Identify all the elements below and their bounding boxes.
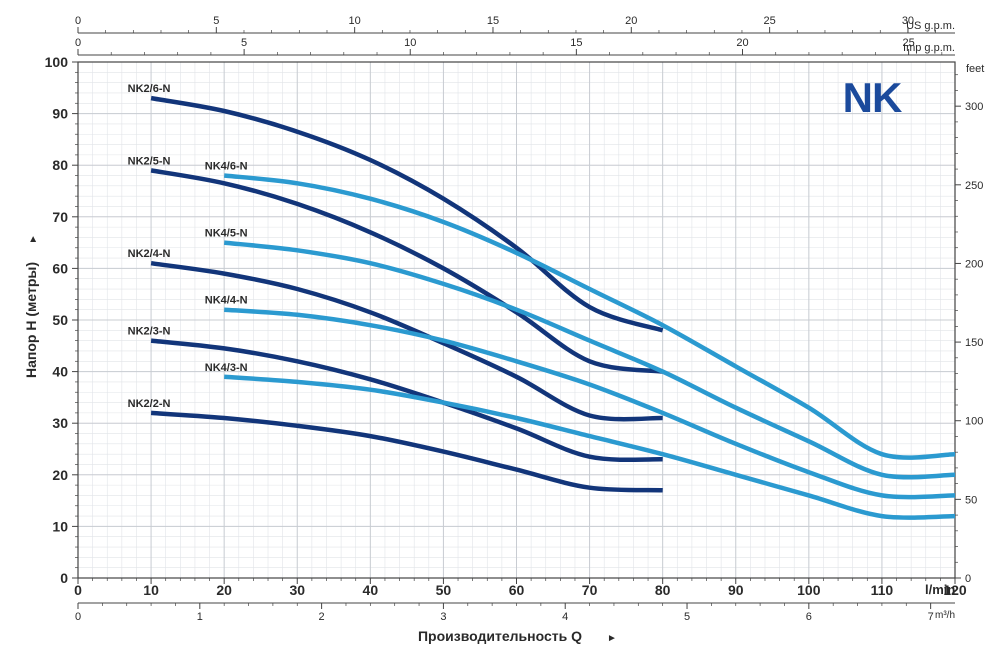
imp-gpm-tick-label: 25 bbox=[902, 37, 914, 49]
curve-label-nk2-4-n: NK2/4-N bbox=[128, 248, 171, 260]
pump-curves bbox=[150, 95, 956, 520]
x-tick-label: 120 bbox=[943, 582, 967, 598]
x-tick-label: 50 bbox=[436, 582, 452, 598]
y-tick-label: 30 bbox=[52, 415, 68, 431]
x-axis-arrow: ► bbox=[607, 633, 617, 644]
y-axis-arrow: ► bbox=[28, 234, 39, 244]
imp-gpm-tick-label: 10 bbox=[404, 37, 416, 49]
nk-logo: NK bbox=[843, 74, 902, 121]
us-gpm-tick-label: 30 bbox=[902, 15, 914, 27]
curve-nk4-4-n bbox=[224, 307, 956, 500]
m3h-unit-label: m³/h bbox=[935, 610, 955, 621]
y-tick-label: 70 bbox=[52, 209, 68, 225]
curve-nk2-6-n bbox=[150, 95, 664, 333]
x-tick-label: 100 bbox=[797, 582, 821, 598]
bottom-flow-axes: 0 1 2 3 4 5 6 7 bbox=[75, 602, 955, 623]
right-feet-axis: 0 50 100 150 200 250 300 bbox=[955, 74, 983, 585]
m3h-tick-label: 3 bbox=[440, 611, 446, 623]
x-tick-label: 0 bbox=[74, 582, 82, 598]
x-tick-label: 60 bbox=[509, 582, 525, 598]
curve-label-nk2-3-n: NK2/3-N bbox=[128, 326, 171, 338]
x-axis-title-text: Производительность Q bbox=[418, 628, 582, 644]
imp-gpm-tick-label: 15 bbox=[570, 37, 582, 49]
m3h-tick-label: 5 bbox=[684, 611, 690, 623]
y-tick-label: 10 bbox=[52, 518, 68, 534]
curve-label-nk4-3-n: NK4/3-N bbox=[205, 362, 248, 374]
x-tick-label: 70 bbox=[582, 582, 598, 598]
m3h-tick-label: 6 bbox=[806, 611, 812, 623]
y-tick-label: 60 bbox=[52, 260, 68, 276]
x-tick-label: 40 bbox=[363, 582, 379, 598]
curve-nk2-5-n bbox=[150, 168, 664, 374]
y-tick-label: 100 bbox=[45, 54, 69, 70]
feet-tick-label: 250 bbox=[965, 180, 983, 192]
top-imp-unit-label: Imp g.p.m. bbox=[903, 42, 955, 54]
curve-nk4-5-n bbox=[223, 240, 956, 480]
x-tick-label: 20 bbox=[216, 582, 232, 598]
feet-unit-label: feet bbox=[966, 63, 984, 75]
us-gpm-tick-label: 20 bbox=[625, 15, 637, 27]
curve-labels: NK2/6-N NK2/5-N NK2/4-N NK2/3-N NK2/2-N NK4/6… bbox=[128, 83, 248, 410]
y-tick-label: 20 bbox=[52, 467, 68, 483]
us-gpm-tick-label: 15 bbox=[487, 15, 499, 27]
curve-label-nk4-5-n: NK4/5-N bbox=[205, 228, 248, 240]
us-gpm-tick-label: 0 bbox=[75, 15, 81, 27]
y-axis-title: Напор H (метры) ► bbox=[23, 234, 39, 378]
grid-major bbox=[77, 61, 956, 579]
curve-label-nk4-6-n: NK4/6-N bbox=[205, 161, 248, 173]
imp-gpm-tick-label: 0 bbox=[75, 37, 81, 49]
curve-nk2-4-n bbox=[150, 260, 663, 422]
curve-label-nk2-6-n: NK2/6-N bbox=[128, 83, 171, 95]
m3h-tick-label: 7 bbox=[928, 611, 934, 623]
feet-tick-label: 300 bbox=[965, 101, 983, 113]
y-tick-label: 90 bbox=[52, 106, 68, 122]
x-tick-label: 110 bbox=[871, 582, 894, 598]
us-gpm-tick-label: 5 bbox=[213, 15, 219, 27]
y-tick-label: 50 bbox=[52, 312, 68, 328]
feet-tick-label: 150 bbox=[965, 337, 983, 349]
curve-label-nk2-5-n: NK2/5-N bbox=[128, 155, 171, 167]
us-gpm-tick-label: 10 bbox=[349, 15, 361, 27]
feet-tick-label: 100 bbox=[965, 416, 983, 428]
curve-label-nk2-2-n: NK2/2-N bbox=[128, 398, 171, 410]
y-tick-label: 0 bbox=[60, 570, 68, 586]
x-tick-label: 30 bbox=[289, 582, 305, 598]
axes: 0 10 20 30 40 50 60 70 80 90 100 0 10 20 30 40 50 60 70 80 9… bbox=[45, 54, 967, 598]
curve-nk2-2-n bbox=[150, 410, 663, 493]
x-axis-title: Производительность Q ► bbox=[418, 628, 617, 644]
lmin-unit-label: l/min bbox=[925, 582, 955, 597]
top-us-unit-label: US g.p.m. bbox=[906, 20, 955, 32]
curve-label-nk4-4-n: NK4/4-N bbox=[205, 295, 248, 307]
y-tick-label: 80 bbox=[52, 157, 68, 173]
x-tick-label: 90 bbox=[728, 582, 744, 598]
imp-gpm-tick-label: 20 bbox=[736, 37, 748, 49]
y-tick-label: 40 bbox=[52, 364, 68, 380]
curve-nk4-3-n bbox=[224, 374, 956, 520]
feet-tick-label: 0 bbox=[965, 573, 971, 585]
m3h-tick-label: 0 bbox=[75, 611, 81, 623]
m3h-tick-label: 2 bbox=[319, 611, 325, 623]
curve-nk4-6-n bbox=[223, 173, 956, 460]
imp-gpm-tick-label: 5 bbox=[241, 37, 247, 49]
feet-tick-label: 200 bbox=[965, 258, 983, 270]
x-tick-label: 80 bbox=[655, 582, 671, 598]
x-tick-label: 10 bbox=[143, 582, 159, 598]
feet-tick-label: 50 bbox=[965, 494, 977, 506]
curve-nk2-3-n bbox=[150, 338, 663, 463]
top-flow-axes: 0 5 10 15 20 25 30 0 5 10 15 20 25 bbox=[75, 15, 955, 56]
m3h-tick-label: 1 bbox=[197, 611, 203, 623]
y-axis-title-text: Напор H (метры) bbox=[23, 262, 39, 378]
us-gpm-tick-label: 25 bbox=[764, 15, 776, 27]
m3h-tick-label: 4 bbox=[562, 611, 568, 623]
